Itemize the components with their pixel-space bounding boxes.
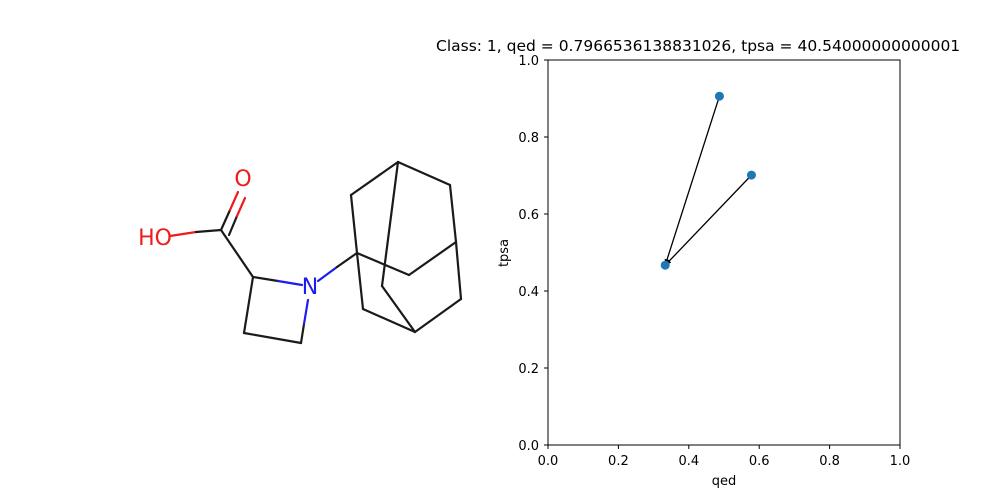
atom-label-nitrogen: N <box>302 275 318 300</box>
bond-c-oh <box>168 230 198 238</box>
y-tick-label: 1.0 <box>518 54 539 69</box>
x-tick-label: 0.6 <box>749 454 770 469</box>
x-tick-label: 0.0 <box>538 454 559 469</box>
bond-cage <box>396 160 452 187</box>
x-tick-label: 1.0 <box>890 454 911 469</box>
x-tick-label: 0.8 <box>819 454 840 469</box>
scatter-point <box>714 91 724 101</box>
arrow-line <box>664 95 721 266</box>
bond-c-o-double <box>235 196 247 218</box>
y-axis: 0.0 0.2 0.4 0.6 0.8 1.0 <box>518 54 548 454</box>
x-axis: 0.0 0.2 0.4 0.6 0.8 1.0 <box>538 445 911 469</box>
bond-c-n <box>276 279 304 287</box>
bond-cage <box>349 160 400 197</box>
bond-c-c <box>242 331 303 345</box>
atom-label-hydroxyl: HO <box>138 226 172 251</box>
arrow-layer <box>664 95 752 266</box>
bond-cage <box>413 297 463 334</box>
arrow-line <box>664 174 752 266</box>
molecule-structure <box>168 160 463 345</box>
bond-cage <box>349 193 359 255</box>
bond-c-c <box>219 228 255 279</box>
bond-cage <box>448 183 458 244</box>
bond-cage <box>454 240 463 301</box>
plot-area-frame <box>547 59 901 446</box>
x-axis-label: qed <box>712 474 737 489</box>
bond-n-c <box>335 251 359 269</box>
bond-cage <box>361 307 417 334</box>
y-tick-label: 0.6 <box>518 208 539 223</box>
chart-title: Class: 1, qed = 0.7966536138831026, tpsa… <box>436 37 960 55</box>
y-tick-label: 0.2 <box>518 362 539 377</box>
scatter-point <box>746 170 756 180</box>
x-tick-label: 0.4 <box>678 454 699 469</box>
bond-cage <box>380 160 400 288</box>
bond-cage <box>355 251 365 311</box>
y-axis-label: tpsa <box>497 239 512 267</box>
point-layer <box>660 91 756 270</box>
bond-c-o-double <box>227 214 239 237</box>
bond-cage <box>380 284 417 334</box>
y-tick-label: 0.4 <box>518 285 539 300</box>
y-tick-label: 0.8 <box>518 131 539 146</box>
bond-c-o-double <box>228 190 240 212</box>
atom-labels: O HO N <box>138 167 318 300</box>
scatter-point <box>660 260 670 270</box>
bond-c-c <box>242 275 255 335</box>
scatter-chart: Class: 1, qed = 0.7966536138831026, tpsa… <box>436 37 960 489</box>
bond-cage <box>355 251 411 277</box>
bond-c-n <box>299 322 306 345</box>
bond-c-o-double <box>219 208 232 232</box>
bond-cage <box>407 240 458 277</box>
bond-n-c <box>316 265 339 283</box>
bond-c-n <box>302 298 310 326</box>
bond-c-n <box>251 275 280 283</box>
bond-c-oh <box>194 228 223 234</box>
y-tick-label: 0.0 <box>518 439 539 454</box>
atom-label-oxygen: O <box>234 167 251 192</box>
x-tick-label: 0.2 <box>608 454 629 469</box>
